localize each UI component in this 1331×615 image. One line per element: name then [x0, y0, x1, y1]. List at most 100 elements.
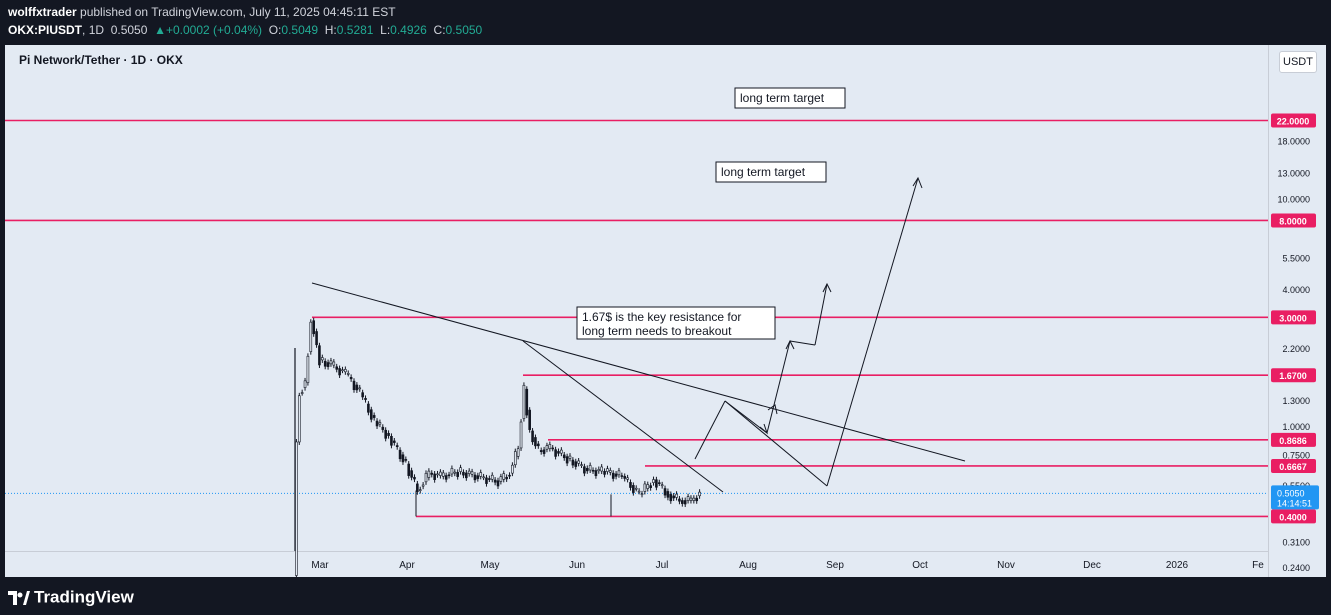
candle-body — [623, 476, 627, 479]
candle-body — [358, 387, 362, 390]
ohlc-line: OKX:PIUSDT, 1D 0.5050 ▲+0.0002 (+0.04%) … — [8, 23, 483, 37]
candle-body — [430, 472, 434, 475]
y-tick-label: 10.0000 — [1277, 194, 1310, 204]
candle-body — [335, 366, 339, 370]
candle-body — [689, 497, 693, 501]
annotation-text: long term target — [740, 91, 825, 105]
y-tick-label: 0.2400 — [1282, 563, 1310, 573]
x-tick-label: Apr — [399, 560, 415, 571]
level-price-label: 0.8686 — [1279, 436, 1307, 446]
candle-body — [672, 495, 675, 499]
candle-body — [591, 469, 595, 472]
candle-body — [485, 477, 488, 484]
last-price-value: 0.5050 — [1277, 488, 1305, 498]
candle-body — [387, 432, 390, 436]
candle-body — [323, 360, 327, 367]
chart-panel[interactable]: Pi Network/Tether · 1D · OKX USDT Mar Apr… — [5, 45, 1326, 578]
candle-body — [652, 479, 655, 483]
candle-body — [433, 473, 436, 480]
candle-body — [312, 320, 315, 335]
x-tick-label: May — [481, 560, 500, 571]
footer-logo[interactable]: TradingView — [8, 587, 134, 608]
annotation-text: long term needs to breakout — [582, 324, 732, 338]
level-price-label: 0.4000 — [1279, 512, 1307, 522]
candle-body — [444, 475, 448, 480]
candle-body — [479, 472, 483, 477]
candle-body — [439, 471, 442, 476]
candle-body — [531, 430, 534, 443]
chart-svg[interactable]: Mar Apr May Jun Jul Aug Sep Oct Nov Dec 2026 Fe 18.0… — [5, 45, 1325, 577]
candle-body — [568, 455, 572, 459]
candle-body — [617, 470, 621, 476]
candle-body — [404, 459, 408, 461]
candle-body — [548, 444, 552, 449]
candle-body — [329, 360, 333, 365]
candle-body — [508, 474, 511, 477]
candle-body — [571, 459, 575, 466]
y-tick-label: 1.0000 — [1282, 422, 1310, 432]
candle-body — [620, 475, 624, 477]
candle-body — [352, 380, 356, 391]
low-label: L: — [380, 23, 391, 37]
trend-line — [522, 340, 724, 493]
trend-line — [814, 283, 828, 346]
candle-body — [580, 464, 583, 466]
candle-body — [297, 395, 301, 443]
candle-body — [554, 449, 557, 457]
candle-body — [378, 422, 382, 425]
change-up-icon: ▲ — [154, 23, 166, 37]
arrow-head — [767, 404, 778, 415]
candle-body — [450, 468, 454, 475]
candle-body — [496, 480, 500, 487]
candle-body — [467, 470, 471, 474]
trend-line — [724, 400, 828, 487]
y-tick-label: 5.5000 — [1282, 253, 1310, 263]
candle-body — [678, 498, 681, 502]
candle-body — [562, 454, 566, 459]
candle-body — [462, 471, 465, 476]
candle-body — [306, 355, 310, 383]
candle-body — [315, 331, 318, 346]
candle-body — [413, 476, 416, 480]
level-price-label: 8.0000 — [1279, 216, 1307, 226]
publisher-name[interactable]: wolffxtrader — [8, 5, 77, 19]
candle-body — [588, 465, 592, 471]
candle-body — [528, 409, 531, 430]
candle-body — [381, 426, 385, 430]
candle-body — [643, 483, 647, 492]
annotation-box — [576, 306, 776, 340]
candle-body — [338, 368, 341, 376]
candle-body — [634, 487, 638, 490]
x-tick-label: Jun — [569, 560, 585, 571]
x-tick-label: Oct — [912, 560, 928, 571]
candle-body — [663, 488, 667, 496]
candle-body — [332, 361, 336, 366]
trend-line — [826, 177, 919, 487]
candle-body — [681, 500, 684, 504]
x-tick-label: Fe — [1252, 560, 1264, 571]
candle-body — [505, 476, 508, 480]
candle-body — [490, 474, 494, 480]
time-axis[interactable] — [5, 551, 1268, 578]
candle-body — [534, 437, 537, 447]
candle-body — [436, 473, 439, 476]
currency-button[interactable]: USDT — [1279, 51, 1317, 73]
level-price-tag — [1271, 310, 1316, 325]
candle-body — [666, 491, 670, 498]
candle-body — [398, 449, 402, 460]
chart-title: Pi Network/Tether · 1D · OKX — [19, 53, 183, 67]
level-price-label: 1.6700 — [1279, 371, 1307, 381]
footer-brand: TradingView — [34, 587, 134, 607]
candle-body — [453, 471, 457, 474]
candle-body — [655, 479, 658, 488]
candle-body — [416, 483, 419, 493]
candle-body — [525, 388, 529, 416]
candle-body — [470, 471, 474, 475]
x-tick-label: Mar — [311, 560, 329, 571]
candle-body — [692, 497, 696, 501]
candle-body — [542, 449, 546, 454]
candle-body — [611, 472, 615, 479]
candle-body — [456, 472, 459, 477]
arrow-head — [785, 339, 795, 350]
trend-line — [311, 282, 966, 462]
